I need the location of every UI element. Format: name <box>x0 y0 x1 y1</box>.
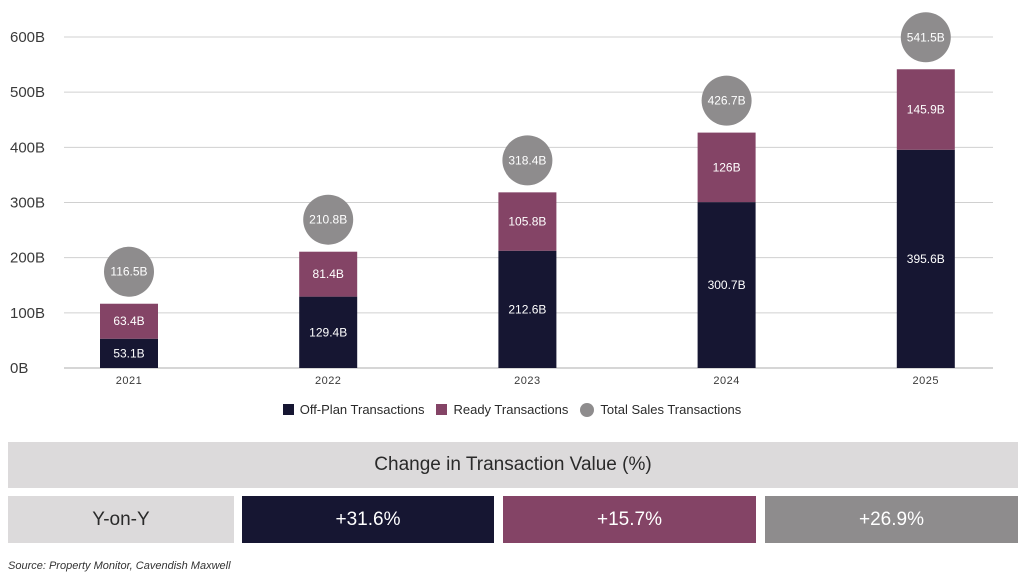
x-tick-label: 2022 <box>315 375 341 387</box>
total-bubble <box>701 75 752 126</box>
summary-title: Change in Transaction Value (%) <box>8 442 1018 488</box>
legend-label-off-plan: Off-Plan Transactions <box>299 402 425 417</box>
legend-item-ready: Ready Transactions <box>436 402 568 417</box>
total-bubble <box>900 12 951 63</box>
bars: 53.1B 63.4B 116.5B 129.4B 81.4B 210.8B 212.6B 1… <box>100 12 955 368</box>
legend-swatch-off-plan <box>282 404 294 415</box>
total-label: 116.5B <box>110 265 147 279</box>
legend-item-off-plan: Off-Plan Transactions <box>282 402 425 417</box>
bar-ready <box>498 192 557 251</box>
source-note: Source: Property Monitor, Cavendish Maxw… <box>8 560 231 572</box>
yoy-label-cell: Y-on-Y <box>8 496 234 543</box>
y-tick-label: 500B <box>10 84 45 101</box>
stacked-bar-chart: 0B 100B 200B 300B 400B 500B 600B 53.1B 63.4B 116… <box>10 12 993 387</box>
x-axis-ticks: 2021 2022 2023 2024 2025 <box>116 375 939 387</box>
legend-swatch-ready <box>436 404 448 415</box>
yoy-ready-cell: +15.7% <box>503 496 756 543</box>
y-tick-label: 0B <box>10 360 28 377</box>
yoy-off-plan-cell: +31.6% <box>242 496 494 543</box>
bar-label-off-plan: 129.4B <box>309 325 347 339</box>
bar-label-ready: 145.9B <box>907 103 945 117</box>
legend-label-total: Total Sales Transactions <box>600 402 742 417</box>
x-tick-label: 2025 <box>913 375 939 387</box>
yoy-total-cell: +26.9% <box>765 496 1018 543</box>
y-tick-label: 600B <box>10 29 45 46</box>
total-label: 541.5B <box>907 30 945 44</box>
y-tick-label: 400B <box>10 139 45 156</box>
bar-off-plan <box>697 202 756 368</box>
total-bubble <box>502 135 553 186</box>
bar-ready <box>100 303 158 339</box>
bar-off-plan <box>896 149 955 368</box>
total-label: 318.4B <box>508 153 546 167</box>
legend: Off-Plan Transactions Ready Transactions… <box>0 402 1024 417</box>
bar-label-off-plan: 212.6B <box>508 302 546 316</box>
total-bubble <box>303 194 354 245</box>
bar-ready <box>697 132 756 203</box>
x-tick-label: 2021 <box>116 375 142 387</box>
y-tick-label: 100B <box>10 305 45 322</box>
bar-label-ready: 105.8B <box>508 215 546 229</box>
total-bubble <box>104 246 154 297</box>
bar-off-plan <box>498 250 557 368</box>
y-tick-label: 300B <box>10 195 45 212</box>
bar-label-off-plan: 395.6B <box>907 252 945 266</box>
bar-label-ready: 126B <box>713 160 741 174</box>
bar-ready <box>299 251 358 297</box>
total-label: 426.7B <box>708 94 746 108</box>
legend-label-ready: Ready Transactions <box>453 402 569 417</box>
legend-swatch-total <box>580 402 595 417</box>
bar-off-plan <box>100 338 158 368</box>
bar-label-off-plan: 53.1B <box>113 346 144 360</box>
legend-item-total: Total Sales Transactions <box>580 402 741 417</box>
y-tick-label: 200B <box>10 250 45 267</box>
bar-label-ready: 63.4B <box>113 314 144 328</box>
bar-off-plan <box>299 296 358 368</box>
x-tick-label: 2023 <box>514 375 540 387</box>
bar-label-off-plan: 300.7B <box>708 278 746 292</box>
x-tick-label: 2024 <box>713 375 739 387</box>
y-axis-ticks: 0B 100B 200B 300B 400B 500B 600B <box>10 29 45 377</box>
bar-ready <box>896 69 955 150</box>
bar-label-ready: 81.4B <box>313 267 344 281</box>
total-label: 210.8B <box>309 213 347 227</box>
